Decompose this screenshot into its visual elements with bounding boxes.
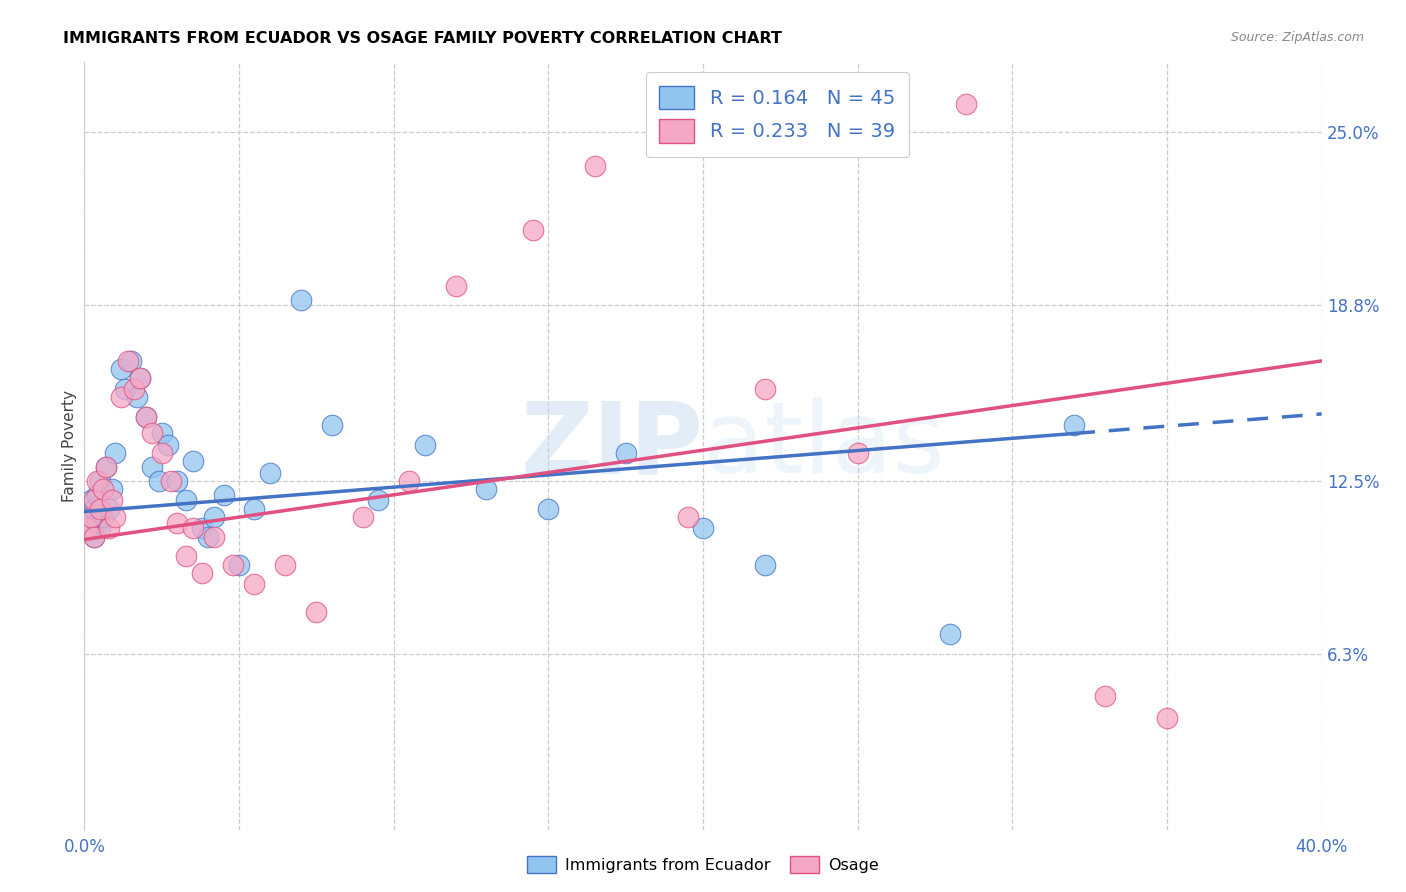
Point (202, 530, 225, 544)
Point (181, 454, 204, 468)
Point (135, 409, 157, 424)
Point (212, 488, 235, 502)
Point (104, 446, 127, 460)
Point (1094, 689, 1116, 703)
Point (166, 516, 188, 530)
Point (83, 530, 105, 544)
Text: IMMIGRANTS FROM ECUADOR VS OSAGE FAMILY POVERTY CORRELATION CHART: IMMIGRANTS FROM ECUADOR VS OSAGE FAMILY … (63, 31, 782, 46)
Point (367, 493, 389, 508)
Point (305, 605, 328, 619)
Point (110, 390, 132, 404)
Point (181, 521, 204, 535)
Point (939, 627, 962, 641)
Point (321, 418, 343, 433)
Legend: R = 0.164   N = 45, R = 0.233   N = 39: R = 0.164 N = 45, R = 0.233 N = 39 (645, 72, 908, 157)
Point (150, 446, 173, 460)
Point (141, 459, 163, 474)
Text: ZIP: ZIP (520, 398, 703, 494)
Point (676, 510, 699, 524)
Point (101, 482, 124, 496)
Point (79, 524, 101, 538)
Point (537, 501, 560, 516)
Point (191, 566, 214, 580)
Point (135, 409, 157, 424)
Point (83, 530, 105, 544)
Point (76, 510, 98, 524)
Point (444, 278, 467, 293)
Point (98, 521, 121, 535)
Point (83, 493, 105, 508)
Point (846, 446, 869, 460)
Point (191, 521, 214, 535)
Y-axis label: Family Poverty: Family Poverty (62, 390, 77, 502)
Point (166, 474, 188, 488)
Point (228, 558, 250, 572)
Point (1063, 418, 1085, 433)
Point (197, 530, 219, 544)
Point (160, 474, 183, 488)
Point (243, 577, 266, 591)
Point (290, 293, 312, 307)
Legend: Immigrants from Ecuador, Osage: Immigrants from Ecuador, Osage (520, 849, 886, 880)
Point (398, 474, 420, 488)
Point (413, 437, 436, 451)
Point (129, 370, 152, 384)
Point (101, 493, 124, 508)
Point (83, 501, 105, 516)
Text: atlas: atlas (703, 398, 945, 494)
Point (79, 510, 101, 524)
Point (352, 510, 374, 524)
Point (754, 382, 776, 396)
Point (614, 446, 637, 460)
Point (176, 493, 198, 508)
Point (125, 390, 148, 404)
Point (94, 459, 117, 474)
Point (259, 466, 281, 480)
Point (156, 437, 179, 451)
Point (110, 362, 132, 376)
Point (274, 558, 297, 572)
Point (122, 382, 145, 396)
Point (583, 159, 606, 173)
Point (754, 558, 776, 572)
Point (1156, 711, 1178, 725)
Point (89, 501, 111, 516)
Point (117, 354, 139, 368)
Point (176, 549, 198, 564)
Point (148, 474, 170, 488)
Point (104, 510, 127, 524)
Point (955, 97, 977, 112)
Point (150, 426, 173, 441)
Point (86, 474, 108, 488)
Point (114, 382, 136, 396)
Point (86, 516, 108, 530)
Point (222, 558, 245, 572)
Point (86, 488, 108, 502)
Point (522, 223, 544, 237)
Point (120, 354, 142, 368)
Point (76, 521, 98, 535)
Text: Source: ZipAtlas.com: Source: ZipAtlas.com (1230, 31, 1364, 45)
Point (91, 482, 114, 496)
Point (98, 501, 121, 516)
Point (89, 521, 111, 535)
Point (243, 501, 266, 516)
Point (141, 426, 163, 441)
Point (692, 521, 714, 535)
Point (129, 370, 152, 384)
Point (202, 510, 225, 524)
Point (475, 482, 498, 496)
Point (94, 459, 117, 474)
Point (91, 510, 114, 524)
Point (79, 493, 101, 508)
Point (89, 474, 111, 488)
